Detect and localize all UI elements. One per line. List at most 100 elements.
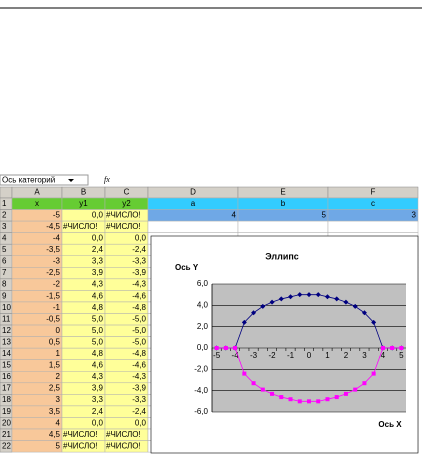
cell-text: -3,9 (132, 384, 146, 393)
column-letter: A (34, 188, 40, 197)
marker (362, 381, 367, 386)
cell (327, 220, 419, 233)
row-number: 13 (2, 337, 11, 346)
cell-text: x (35, 199, 39, 208)
marker (361, 310, 367, 316)
cell-text: 1,5 (49, 361, 61, 370)
cell-text: c (371, 199, 375, 208)
row-number: 4 (2, 234, 7, 243)
cell-text: -4 (53, 234, 61, 243)
y-tick-label: 0,0 (197, 343, 209, 352)
corner (0, 186, 13, 199)
cell-text: 3,3 (92, 257, 104, 266)
cell (147, 220, 239, 233)
row-number: 12 (2, 326, 11, 335)
cell-text: -5,0 (132, 326, 146, 335)
cell-text: 2,5 (49, 384, 61, 393)
cell-text: #ЧИСЛО! (106, 430, 141, 439)
row-number: 9 (2, 291, 7, 300)
cell-text: 5,0 (92, 326, 104, 335)
y-tick-label: -2,0 (194, 364, 208, 373)
cell-text: #ЧИСЛО! (63, 430, 98, 439)
cell-text: -2 (53, 280, 61, 289)
row-number: 5 (2, 245, 7, 254)
marker (306, 292, 312, 298)
marker (288, 397, 293, 402)
cell-text: 2,4 (92, 407, 104, 416)
column-letter: D (190, 188, 196, 197)
row-number: 2 (2, 210, 7, 219)
cell-text: 3 (56, 395, 61, 404)
x-tick-label: 2 (344, 351, 349, 360)
cell (11, 417, 63, 430)
marker (242, 371, 247, 376)
row-number: 20 (2, 418, 11, 427)
y-tick-label: -6,0 (194, 407, 208, 416)
dropdown-arrow[interactable] (68, 179, 74, 182)
marker (353, 387, 358, 392)
row-number: 21 (2, 430, 11, 439)
cell-text: y1 (79, 199, 88, 208)
name-box[interactable] (0, 174, 89, 186)
cell-text: -0,5 (46, 314, 60, 323)
cell (237, 220, 329, 233)
marker (380, 346, 385, 350)
marker (307, 399, 311, 404)
marker (269, 299, 275, 305)
cell (11, 371, 63, 384)
x-tick-label: 4 (381, 351, 386, 360)
marker (325, 397, 330, 402)
cell-text: 4,3 (92, 372, 104, 381)
row-number: 3 (2, 222, 7, 231)
cell-text: 0,5 (49, 337, 61, 346)
cell-text: 0,0 (135, 418, 147, 427)
cell-text: 1 (56, 349, 61, 358)
row-number: 15 (2, 361, 11, 370)
cell-text: 0,0 (92, 418, 104, 427)
cell (237, 209, 329, 222)
marker (315, 292, 321, 298)
cell-text: y2 (122, 199, 131, 208)
row-number: 10 (2, 303, 11, 312)
x-tick-label: -1 (287, 351, 295, 360)
marker (334, 296, 340, 302)
column-letter: F (371, 188, 376, 197)
cell (11, 324, 63, 337)
cell-text: -4,6 (132, 361, 146, 370)
cell-text: -5,0 (132, 314, 146, 323)
cell-text: 3,3 (92, 395, 104, 404)
x-tick-label: 3 (362, 351, 367, 360)
cell-text: -4,3 (132, 280, 146, 289)
marker (390, 346, 395, 350)
x-tick-label: 5 (399, 351, 404, 360)
cell-text: -3,9 (132, 268, 146, 277)
marker (334, 395, 339, 400)
marker (297, 292, 303, 298)
cell-text: 4,6 (92, 361, 104, 370)
cell-text: 3,5 (49, 407, 61, 416)
marker (297, 399, 302, 404)
row-number: 16 (2, 372, 11, 381)
cell-text: 3,9 (92, 384, 104, 393)
marker (241, 319, 247, 325)
y-tick-label: 2,0 (197, 322, 209, 331)
y-tick-label: 4,0 (197, 300, 209, 309)
marker (288, 294, 294, 300)
cell-text: 5 (322, 210, 327, 219)
cell-text: b (281, 199, 286, 208)
column-letter: E (280, 188, 285, 197)
cell-text: 4 (56, 418, 61, 427)
fx-icon[interactable]: fx (104, 175, 110, 184)
cell-text: #ЧИСЛО! (63, 441, 98, 450)
cell-text: -1 (53, 303, 61, 312)
row-number: 1 (2, 199, 7, 208)
column-letter: C (124, 188, 130, 197)
cell-text: #ЧИСЛО! (63, 222, 98, 231)
marker (233, 346, 238, 350)
cell-text: -2,5 (46, 268, 60, 277)
x-tick-label: -4 (232, 351, 240, 360)
row-number: 22 (2, 441, 11, 450)
chart: Эллипс Ось Y Ось X -6,0 -4,0 -2,0 0,0 2,0 4,0 6,0… (150, 235, 419, 454)
marker (343, 391, 348, 396)
